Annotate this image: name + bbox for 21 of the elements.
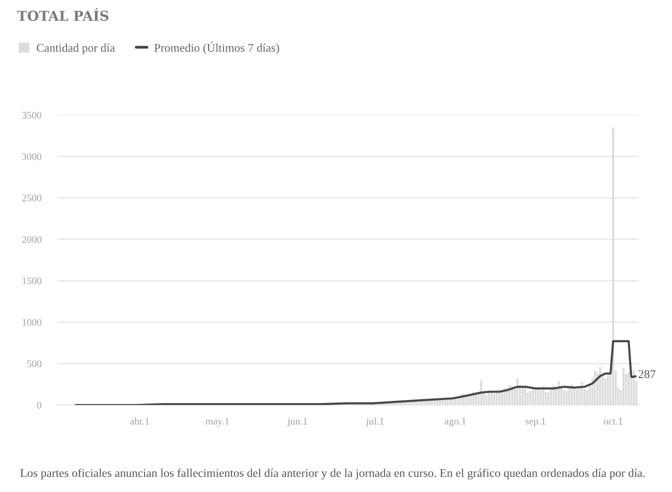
y-tick-label: 500 — [27, 360, 42, 368]
x-tick-label: jul.1 — [366, 418, 384, 427]
y-tick-label: 3000 — [22, 153, 42, 160]
x-tick-label: sep.1 — [526, 418, 546, 427]
legend-label: Cantidad por día — [36, 44, 115, 54]
y-tick-label: 1500 — [22, 278, 42, 284]
legend-label: Promedio (Últimos 7 días) — [154, 42, 280, 54]
x-tick-label: may.1 — [206, 418, 229, 427]
x-tick-label: ago.1 — [444, 418, 466, 427]
y-tick-label: 1000 — [22, 318, 42, 326]
y-tick-label: 3500 — [22, 112, 42, 119]
line-series — [74, 340, 638, 405]
x-tick-label: oct.1 — [604, 418, 622, 425]
y-tick-label: 2000 — [22, 236, 42, 243]
text: Los partes oficiales anuncian los fallecimientos del día anterior y de la jornada en curso. En el gráfico quedan ordenados día por día. — [20, 468, 645, 480]
x-tick-label: abr.1 — [130, 418, 150, 425]
x-tick-label: jun.1 — [287, 418, 308, 427]
y-tick-label: 0 — [37, 402, 42, 409]
chart-title: TOTAL PAÍS — [17, 8, 108, 21]
y-tick-label: 2500 — [22, 194, 42, 202]
data-label: 287 — [638, 370, 656, 378]
